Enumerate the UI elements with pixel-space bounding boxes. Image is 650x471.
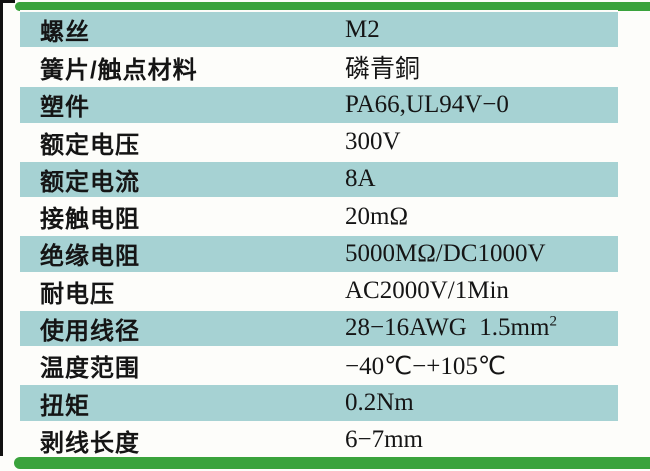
row-value: 0.2Nm — [345, 389, 618, 417]
row-value: 6−7mm — [345, 426, 618, 454]
table-row: 塑件 PA66,UL94V−0 — [20, 85, 618, 125]
row-label: 塑件 — [40, 94, 90, 122]
row-label: 耐电压 — [40, 280, 115, 308]
row-value-text: 28−16AWG 1.5mm — [345, 314, 550, 342]
table-row: 使用线径 28−16AWG 1.5mm2 — [20, 308, 618, 349]
row-value-text: 20mΩ — [345, 202, 409, 230]
row-value-text: PA66,UL94V−0 — [345, 90, 509, 118]
row-value: 8A — [345, 165, 618, 193]
row-label: 额定电流 — [40, 168, 140, 196]
table-row: 簧片/触点材料 磷青銅 — [20, 49, 618, 85]
row-value: 磷青銅 — [345, 49, 618, 85]
table-row: 温度范围 −40℃−+105℃ — [20, 348, 618, 383]
row-value: −40℃−+105℃ — [345, 351, 618, 381]
row-label: 剥线长度 — [40, 429, 140, 457]
row-value-text: 6−7mm — [345, 426, 423, 454]
row-value-text: 磷青銅 — [345, 56, 421, 84]
top-border-line — [0, 0, 15, 3]
row-value-text: 300V — [345, 128, 401, 156]
row-label: 使用线径 — [40, 317, 140, 345]
row-label: 接触电阻 — [40, 206, 140, 234]
row-label: 螺丝 — [40, 19, 90, 47]
row-label: 簧片/触点材料 — [40, 56, 198, 84]
row-value: 300V — [345, 128, 618, 156]
row-value: M2 — [345, 16, 618, 44]
row-value: 28−16AWG 1.5mm2 — [345, 314, 618, 342]
row-value-text: −40℃−+105℃ — [345, 352, 506, 380]
row-value-text: 8A — [345, 165, 376, 193]
table-row: 额定电压 300V — [20, 125, 618, 160]
row-label: 温度范围 — [40, 355, 140, 383]
table-row: 额定电流 8A — [20, 159, 618, 200]
table-row: 接触电阻 20mΩ — [20, 199, 618, 234]
row-label: 绝缘电阻 — [40, 243, 140, 271]
table-row: 耐电压 AC2000V/1Min — [20, 274, 618, 309]
top-accent-bar — [15, 2, 650, 11]
table-row: 绝缘电阻 5000MΩ/DC1000V — [20, 234, 618, 274]
row-value-text: AC2000V/1Min — [345, 277, 509, 305]
row-value-text: 0.2Nm — [345, 389, 414, 417]
row-value: AC2000V/1Min — [345, 277, 618, 305]
row-value: 20mΩ — [345, 203, 618, 231]
row-value-text: M2 — [345, 15, 380, 43]
spec-table: 螺丝 M2 簧片/触点材料 磷青銅 塑件 PA66,UL94V−0 额定电压 3… — [20, 10, 618, 458]
row-label: 扭矩 — [40, 392, 90, 420]
bottom-accent-bar — [14, 457, 650, 469]
row-value: PA66,UL94V−0 — [345, 91, 618, 119]
table-row: 剥线长度 6−7mm — [20, 423, 618, 458]
table-row: 螺丝 M2 — [20, 10, 618, 50]
table-row: 扭矩 0.2Nm — [20, 383, 618, 423]
row-value-text: 5000MΩ/DC1000V — [345, 239, 546, 267]
left-border-line — [0, 0, 3, 456]
row-value-superscript: 2 — [549, 314, 557, 331]
row-label: 额定电压 — [40, 131, 140, 159]
row-value: 5000MΩ/DC1000V — [345, 240, 618, 268]
